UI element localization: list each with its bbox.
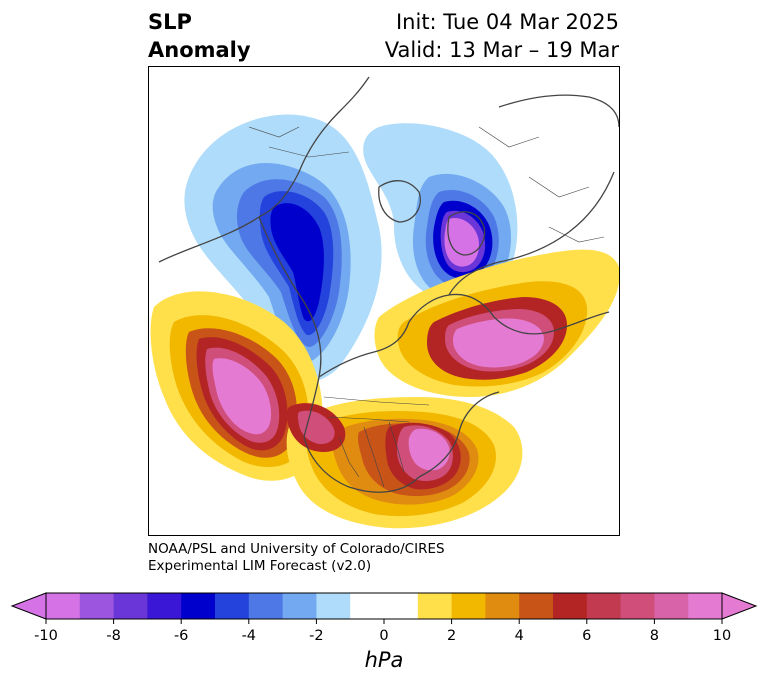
anomaly-map	[148, 66, 620, 536]
colorbar-tick-label: -2	[309, 628, 324, 644]
colorbar-segment	[384, 593, 419, 619]
valid-date-range: Valid: 13 Mar – 19 Mar	[384, 38, 619, 62]
colorbar-tick-marks	[45, 619, 723, 624]
map-title: SLP Anomaly	[148, 8, 251, 64]
colorbar-tick-label: 6	[582, 628, 592, 644]
negative-anomaly-west	[184, 114, 382, 382]
title-line-2: Anomaly	[148, 38, 251, 62]
colorbar-segment	[46, 593, 81, 619]
colorbar-tick-label: -10	[34, 628, 58, 644]
colorbar-segment	[519, 593, 554, 619]
colorbar-tick-label: 0	[379, 628, 389, 644]
colorbar-high-extension	[721, 592, 758, 620]
colorbar-tick-label: 8	[649, 628, 660, 644]
title-line-1: SLP	[148, 10, 192, 34]
coastlines	[158, 76, 619, 493]
colorbar-segment	[350, 593, 385, 619]
colorbar	[10, 592, 758, 624]
colorbar-low-extension	[10, 592, 47, 620]
colorbar-segment	[181, 593, 216, 619]
positive-anomaly-pacific	[150, 291, 323, 481]
colorbar-segment	[417, 593, 453, 619]
colorbar-segment	[248, 593, 284, 619]
colorbar-tick-label: -8	[106, 628, 121, 644]
colorbar-segment	[113, 593, 148, 619]
colorbar-segment	[654, 593, 689, 619]
positive-anomaly-eastern-us	[286, 397, 523, 529]
country-borders	[248, 126, 605, 488]
credit-line-1: NOAA/PSL and University of Colorado/CIRE…	[148, 541, 445, 557]
credit-line-2: Experimental LIM Forecast (v2.0)	[148, 558, 372, 574]
colorbar-tick-label: 2	[446, 628, 457, 644]
colorbar-segment	[316, 593, 351, 619]
colorbar-tick-label: 4	[514, 628, 524, 644]
anomaly-map-svg	[150, 76, 619, 529]
colorbar-segment	[553, 593, 588, 619]
positive-anomaly-atlantic	[374, 249, 619, 397]
colorbar-segment	[620, 593, 655, 619]
colorbar-segment	[485, 593, 520, 619]
colorbar-segment	[282, 593, 317, 619]
colorbar-tick-label: -4	[241, 628, 257, 644]
credit-text: NOAA/PSL and University of Colorado/CIRE…	[148, 541, 445, 575]
colorbar-tick-label: -6	[173, 628, 189, 644]
colorbar-segments	[46, 593, 723, 619]
colorbar-segment	[586, 593, 622, 619]
colorbar-segment	[147, 593, 182, 619]
colorbar-segment	[688, 593, 723, 619]
colorbar-tick-label: 10	[712, 628, 732, 644]
colorbar-segment	[215, 593, 250, 619]
colorbar-unit-label: hPa	[364, 648, 404, 672]
colorbar-segment	[79, 593, 115, 619]
colorbar-segment	[451, 593, 486, 619]
init-date: Init: Tue 04 Mar 2025	[395, 10, 619, 34]
positive-anomaly-gulf	[286, 403, 346, 452]
forecast-dates: Init: Tue 04 Mar 2025 Valid: 13 Mar – 19…	[385, 8, 619, 64]
